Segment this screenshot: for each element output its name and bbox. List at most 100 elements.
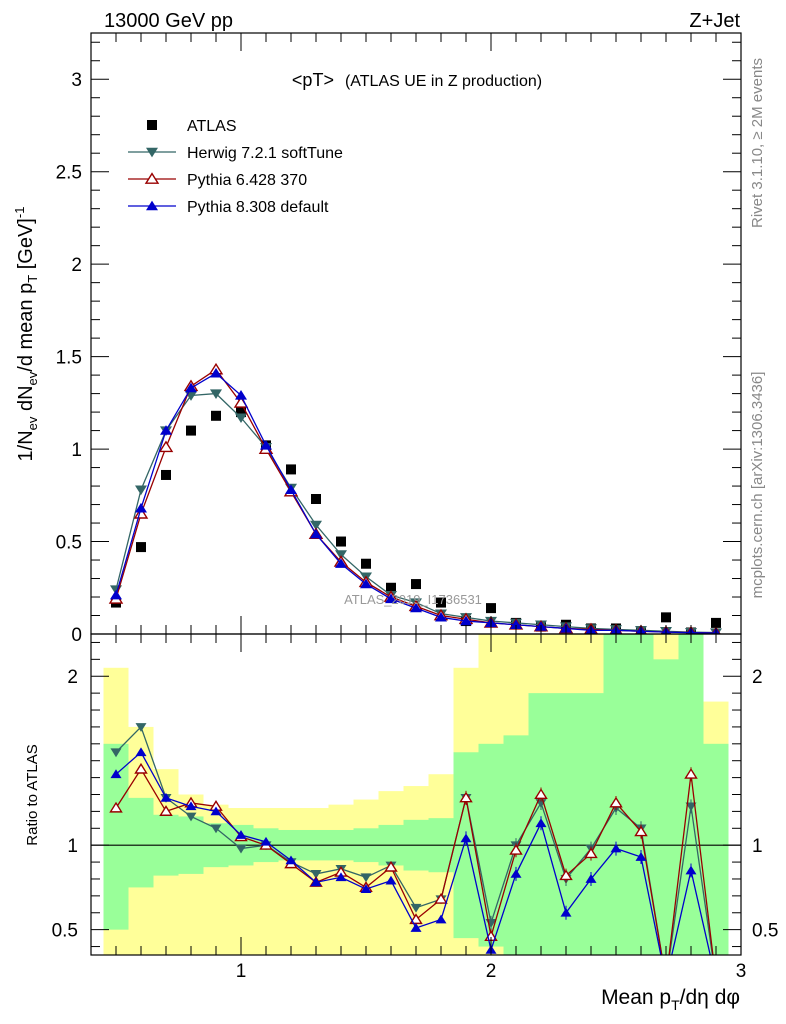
top-y-tick-label: 1: [71, 440, 82, 461]
inner-band-bin: [578, 693, 604, 955]
ratio-uncertainty-bands: [103, 634, 729, 955]
atlas-point: [236, 407, 246, 418]
inner-band-bin: [653, 659, 679, 955]
axes: 1 2 300.511.522.530.5 0.51 12 2: [52, 32, 778, 982]
pythia-8-308-default-point: [360, 578, 372, 589]
pythia-8-308-default-ratio-point: [711, 975, 722, 984]
herwig-7-2-1-softtune-point: [335, 550, 347, 560]
ratio-panel-series: [91, 723, 741, 985]
pythia-8-308-default-ratio-point: [585, 874, 597, 883]
pythia-8-308-default-point: [235, 390, 247, 400]
atlas-point: [336, 536, 346, 547]
top-y-tick-label: 1.5: [56, 348, 82, 369]
ratio-y-tick-label-right: 0.5: [752, 921, 778, 942]
herwig-7-2-1-softtune-ratio-point: [360, 873, 372, 883]
atlas-point: [136, 542, 146, 553]
herwig-7-2-1-softtune-ratio-point: [685, 802, 697, 812]
pythia-8-308-default-point: [285, 484, 297, 494]
pythia-6-428-370-ratio-point: [634, 825, 648, 837]
pythia-8-308-default-point: [160, 425, 172, 435]
xlabel-sub: T: [671, 997, 680, 1013]
outer-band-bin: [378, 791, 404, 955]
pythia-8-308-default-ratio-point: [385, 875, 397, 885]
pythia-6-428-370-ratio-point: [459, 791, 473, 803]
pythia-8-308-default-ratio-point: [635, 852, 647, 861]
pythia-8-308-default-ratio-point: [310, 877, 322, 887]
svg-text:Mean pT/dη dφ: Mean pT/dη dφ: [601, 986, 740, 1013]
x-tick-label: 2: [486, 961, 497, 982]
legend-marker-pythia-6-428-370: [144, 172, 160, 184]
pythia-8-308-default-point: [435, 611, 447, 622]
pythia-8-308-default-point: [335, 558, 347, 568]
plot-title: <pT> (ATLAS UE in Z production): [292, 70, 542, 90]
pythia-8-308-default-ratio-point: [610, 843, 622, 853]
atlas-point: [486, 603, 496, 614]
ratio-ylabel: Ratio to ATLAS: [24, 744, 41, 845]
atlas-point: [286, 464, 296, 475]
pythia-8-308-default-ratio-point: [235, 830, 247, 839]
atlas-point: [436, 597, 446, 608]
atlas-point: [661, 612, 671, 623]
herwig-7-2-1-softtune-ratio-point: [135, 723, 147, 732]
pythia-6-428-370-ratio-point: [509, 843, 523, 855]
pythia-8-308-default-ratio-point: [110, 769, 122, 779]
atlas-point: [361, 558, 371, 569]
pythia-8-308-default-point: [385, 593, 397, 604]
legend-label-pythia-6-428-370: Pythia 6.428 370: [187, 172, 307, 189]
atlas-point: [411, 579, 421, 590]
ratio-y-tick-label-left: 2: [67, 667, 78, 688]
pythia-8-308-default-point: [310, 528, 322, 539]
herwig-7-2-1-softtune-ratio-point: [210, 824, 222, 834]
pythia-6-428-370-point: [158, 440, 174, 453]
legend-marker-pythia-8-308-default: [146, 200, 158, 211]
legend-label-herwig-7-2-1-softtune: Herwig 7.2.1 softTune: [187, 145, 343, 162]
ylabel-sub: T: [25, 275, 40, 283]
ylabel-sub: ev: [25, 371, 40, 385]
atlas-point: [311, 494, 321, 505]
herwig-7-2-1-softtune-point: [310, 520, 322, 531]
inner-band-bin: [128, 797, 154, 888]
legend: ATLAS Herwig 7.2.1 softTune Pythia 6.428 3…: [128, 118, 343, 216]
mcplots-label: mcplots.cern.ch [arXiv:1306.3436]: [749, 372, 766, 599]
atlas-point: [386, 582, 396, 593]
atlas-point: [711, 617, 721, 628]
ylabel-part: [GeV]: [15, 218, 37, 275]
herwig-7-2-1-softtune-ratio-point: [661, 976, 672, 985]
pythia-8-308-default-ratio-point: [135, 747, 147, 757]
pythia-8-308-default-ratio-point: [285, 855, 297, 865]
process-label: Z+Jet: [689, 10, 740, 32]
pythia-8-308-default-ratio-point: [260, 836, 272, 846]
ratio-y-tick-label-right: 1: [752, 836, 763, 857]
herwig-7-2-1-softtune-ratio-point: [410, 903, 422, 913]
atlas-point: [211, 410, 221, 421]
inner-band-bin: [678, 634, 704, 955]
ylabel-part: 1/N: [15, 430, 37, 461]
herwig-7-2-1-softtune-point: [210, 389, 222, 399]
xlabel-part: /dη dφ: [680, 986, 740, 1009]
pythia-6-428-370-ratio-point: [159, 805, 173, 816]
pythia-6-428-370-ratio-point: [434, 892, 448, 904]
top-y-tick-label: 0.5: [56, 533, 82, 554]
pythia-8-308-default-point: [510, 619, 522, 629]
pythia-8-308-default-ratio-point: [360, 884, 372, 893]
pythia-6-428-370-ratio-point: [109, 801, 123, 813]
pythia-6-428-370-ratio-point: [684, 767, 698, 779]
pythia-6-428-370-ratio-point: [711, 975, 722, 984]
x-tick-label: 1: [236, 961, 247, 982]
pythia-8-308-default-point: [135, 502, 147, 513]
top-y-tick-label: 2: [71, 255, 82, 276]
herwig-7-2-1-softtune-ratio-point: [310, 870, 322, 879]
analysis-watermark: ATLAS_2019_I1736531: [344, 592, 482, 607]
x-tick-label: 3: [736, 961, 747, 982]
pythia-6-428-370-ratio-point: [609, 796, 623, 808]
pythia-8-308-default-point: [410, 602, 422, 613]
xlabel-part: Mean p: [601, 986, 671, 1009]
ylabel-part: /d mean p: [15, 283, 37, 372]
legend-marker-herwig-7-2-1-softtune: [146, 147, 158, 158]
ratio-y-tick-label-left: 0.5: [52, 921, 78, 942]
pythia-8-308-default-ratio-point: [535, 818, 547, 828]
top-y-tick-label: 3: [71, 70, 82, 91]
pythia-8-308-default-point: [260, 439, 272, 450]
pythia-8-308-default-ratio-point: [460, 833, 472, 843]
